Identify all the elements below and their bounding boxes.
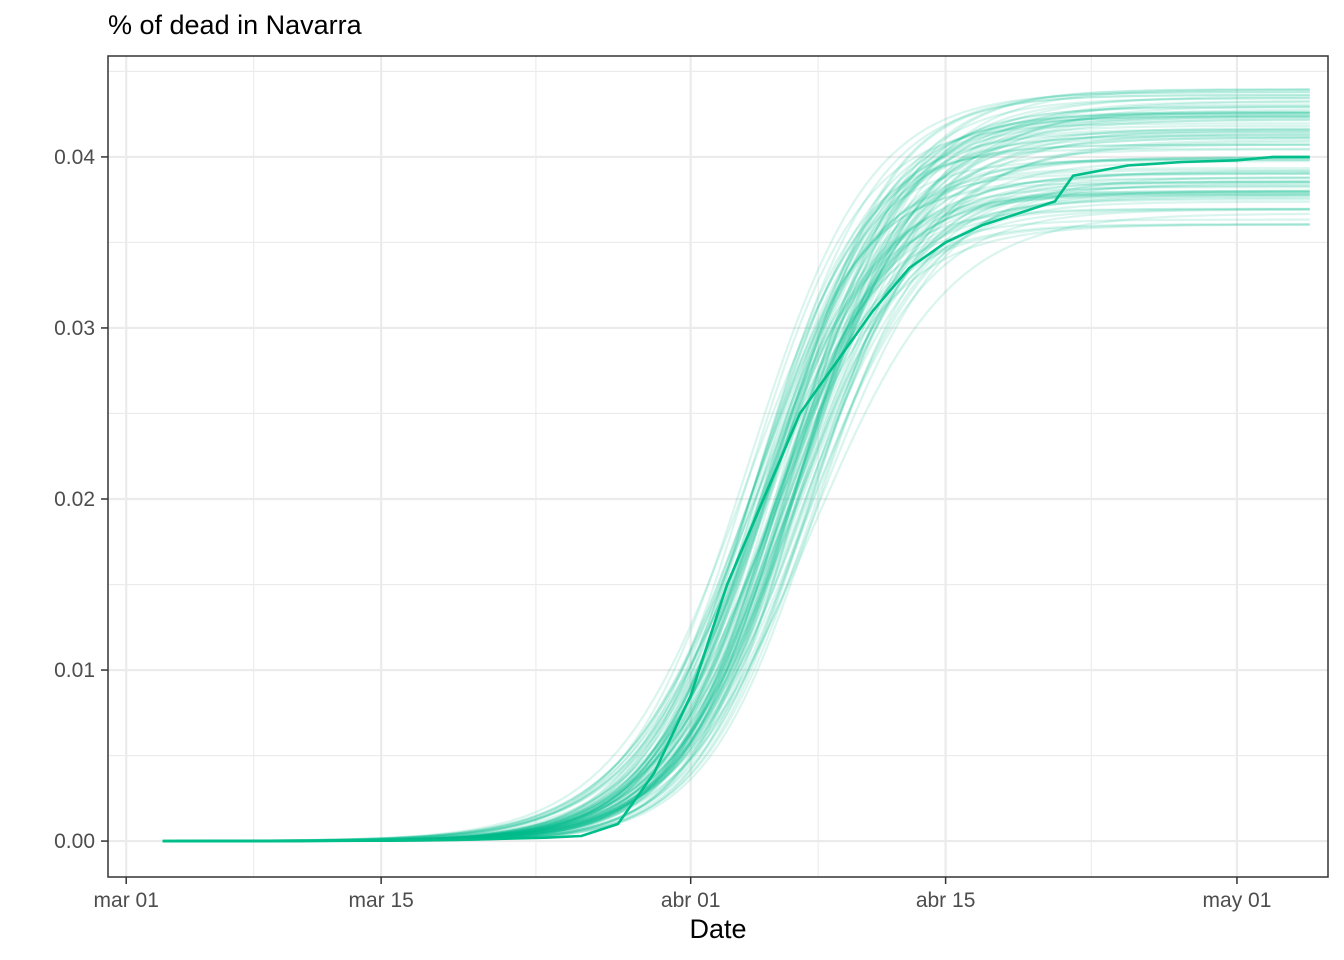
x-tick-label: abr 01 xyxy=(661,889,721,912)
x-tick-label: abr 15 xyxy=(916,889,976,912)
median-line xyxy=(162,155,1310,843)
main-series xyxy=(162,155,1310,843)
x-tick-label: may 01 xyxy=(1203,889,1272,912)
x-axis: mar 01 mar 15 abr 01 abr 15 may 01 xyxy=(94,877,1272,912)
major-gridlines xyxy=(108,56,1328,877)
x-tick-label: mar 15 xyxy=(348,889,413,912)
y-tick-label: 0.01 xyxy=(54,659,95,682)
y-axis: 0.00 0.01 0.02 0.03 0.04 xyxy=(54,146,108,853)
x-tick-label: mar 01 xyxy=(94,889,159,912)
y-tick-label: 0.03 xyxy=(54,317,95,340)
x-axis-title: Date xyxy=(689,914,746,944)
minor-gridlines xyxy=(108,56,1328,877)
y-tick-label: 0.00 xyxy=(54,830,95,853)
y-tick-label: 0.02 xyxy=(54,488,95,511)
panel-border xyxy=(107,55,1329,878)
ensemble-line xyxy=(162,119,1310,843)
y-tick-label: 0.04 xyxy=(54,146,95,169)
chart-title: % of dead in Navarra xyxy=(108,10,363,40)
